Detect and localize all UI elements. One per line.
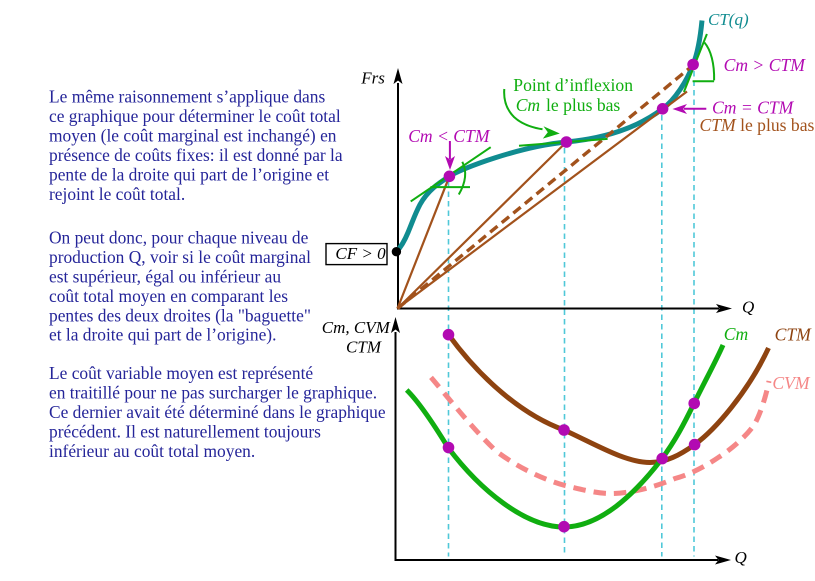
svg-text:coût total moyen en comparant: coût total moyen en comparant les (49, 286, 288, 306)
svg-text:Cm = CTM: Cm = CTM (712, 98, 795, 118)
svg-text:production Q, voir si le coût: production Q, voir si le coût marginal (49, 247, 311, 267)
svg-text:inférieur au coût total moyen.: inférieur au coût total moyen. (49, 441, 255, 461)
svg-text:Cm, CVM: Cm, CVM (322, 318, 391, 337)
svg-text:pentes des deux droites (la "b: pentes des deux droites (la "baguette" (49, 305, 311, 325)
svg-text:rejoint le coût total.: rejoint le coût total. (49, 184, 185, 204)
svg-text:CF > 0: CF > 0 (335, 244, 386, 263)
svg-text:Ce dernier avait été déterminé: Ce dernier avait été déterminé dans le g… (49, 402, 386, 422)
svg-text:Le coût variable moyen est rep: Le coût variable moyen est représenté (49, 363, 313, 383)
svg-text:est supérieur, égal ou inférie: est supérieur, égal ou inférieur au (49, 266, 281, 286)
svg-text:CT(q): CT(q) (708, 10, 749, 29)
svg-text:CVM: CVM (772, 373, 810, 393)
svg-text:Le même raisonnement s’appliqu: Le même raisonnement s’applique dans (49, 87, 325, 107)
svg-text:On peut donc, pour chaque nive: On peut donc, pour chaque niveau de (49, 228, 309, 248)
svg-text:CTM: CTM (775, 325, 813, 345)
svg-text:CTM: CTM (346, 337, 382, 356)
svg-text:moyen (le coût marginal est in: moyen (le coût marginal est inchangé) en (49, 126, 337, 146)
svg-text:présence de coûts fixes: il es: présence de coûts fixes: il est donné pa… (49, 145, 343, 165)
svg-text:Cm < CTM: Cm < CTM (408, 126, 491, 146)
svg-text:Q: Q (735, 548, 747, 567)
svg-text:ce graphique pour déterminer l: ce graphique pour déterminer le coût tot… (49, 106, 341, 126)
svg-text:précédent. Il est naturellemen: précédent. Il est naturellement toujours (49, 422, 321, 442)
svg-text:Cm > CTM: Cm > CTM (724, 55, 807, 75)
svg-text:Cm: Cm (724, 324, 748, 344)
svg-text:pente de la droite qui part de: pente de la droite qui part de l’origine… (49, 165, 329, 185)
svg-text:en traitillé pour ne pas surch: en traitillé pour ne pas surcharger le g… (49, 383, 377, 403)
svg-text:Frs: Frs (360, 69, 385, 88)
svg-text:CTM le plus bas: CTM le plus bas (700, 115, 815, 135)
svg-text:et la droite qui part de l’ori: et la droite qui part de l’origine). (49, 325, 276, 345)
svg-text:Point d’inflexion: Point d’inflexion (513, 75, 633, 95)
svg-text:Q: Q (742, 298, 754, 317)
